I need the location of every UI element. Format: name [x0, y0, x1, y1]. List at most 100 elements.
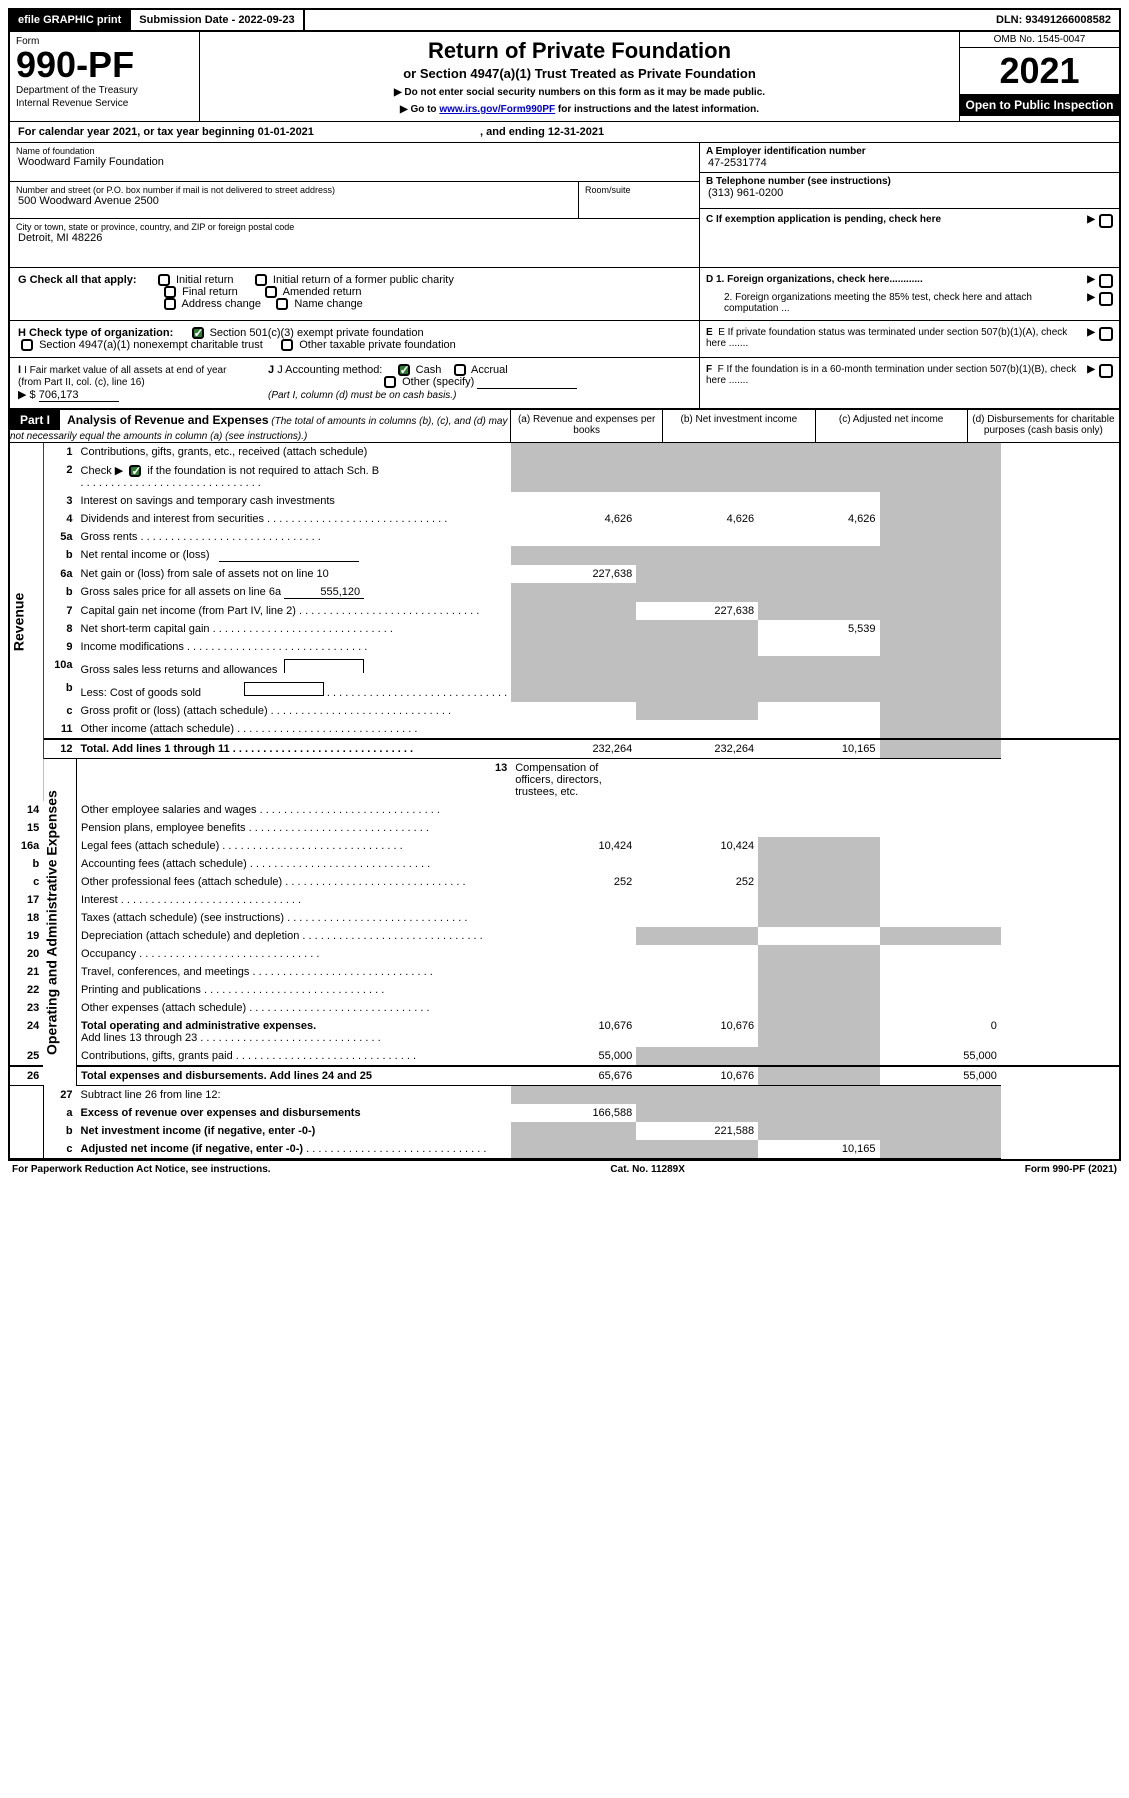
line-10a-desc: Gross sales less returns and allowances — [77, 656, 512, 679]
line-16b-desc: Accounting fees (attach schedule) — [77, 855, 512, 873]
line-1-desc: Contributions, gifts, grants, etc., rece… — [77, 443, 512, 461]
title-box: Return of Private Foundation or Section … — [200, 32, 959, 121]
line-11-desc: Other income (attach schedule) — [77, 720, 512, 739]
g3-checkbox[interactable] — [164, 286, 176, 298]
h3-checkbox[interactable] — [281, 339, 293, 351]
j-accrual-checkbox[interactable] — [454, 364, 466, 376]
form-id-box: Form 990-PF Department of the Treasury I… — [10, 32, 200, 121]
col-c-header: (c) Adjusted net income — [815, 410, 967, 442]
arrow-icon: ▶ — [1087, 327, 1095, 338]
line-27c-desc: Adjusted net income (if negative, enter … — [77, 1140, 512, 1159]
dln: DLN: 93491266008582 — [988, 10, 1119, 30]
l27c-text: Adjusted net income (if negative, enter … — [81, 1143, 303, 1155]
line-20-desc: Occupancy — [77, 945, 512, 963]
l24-bold: Total operating and administrative expen… — [81, 1020, 316, 1032]
room-label: Room/suite — [585, 185, 693, 195]
g1-checkbox[interactable] — [158, 274, 170, 286]
l12a: 232,264 — [511, 739, 636, 759]
city-cell: City or town, state or province, country… — [10, 219, 699, 267]
ssn-warning: ▶ Do not enter social security numbers o… — [220, 87, 939, 98]
g-label: G Check all that apply: — [18, 274, 137, 286]
arrow-icon: ▶ — [1087, 364, 1095, 375]
l26d: 55,000 — [880, 1066, 1001, 1086]
period-begin: For calendar year 2021, or tax year begi… — [18, 126, 314, 138]
top-bar: efile GRAPHIC print Submission Date - 20… — [8, 8, 1121, 32]
g3-text: Final return — [182, 286, 238, 298]
schb-checkbox[interactable] — [129, 465, 141, 477]
ein-cell: A Employer identification number 47-2531… — [700, 143, 1119, 173]
g5-checkbox[interactable] — [164, 298, 176, 310]
l27c-c: 10,165 — [758, 1140, 879, 1159]
i-label: I Fair market value of all assets at end… — [18, 365, 226, 388]
line-16c-desc: Other professional fees (attach schedule… — [77, 873, 512, 891]
line-6b-desc: Gross sales price for all assets on line… — [77, 583, 512, 602]
l6a-a: 227,638 — [511, 565, 636, 583]
part1-header-row: Part I Analysis of Revenue and Expenses … — [10, 409, 1119, 443]
expenses-side-label: Operating and Administrative Expenses — [43, 759, 76, 1086]
g2-text: Initial return of a former public charit… — [273, 274, 454, 286]
line-8-desc: Net short-term capital gain — [77, 620, 512, 638]
col-d-header: (d) Disbursements for charitable purpose… — [967, 410, 1119, 442]
g2-checkbox[interactable] — [255, 274, 267, 286]
f-checkbox[interactable] — [1099, 364, 1113, 378]
col-b-header: (b) Net investment income — [662, 410, 814, 442]
j-other-checkbox[interactable] — [384, 376, 396, 388]
open-to-public: Open to Public Inspection — [960, 94, 1119, 116]
efile-label[interactable]: efile GRAPHIC print — [10, 10, 131, 30]
h2-text: Section 4947(a)(1) nonexempt charitable … — [39, 339, 263, 351]
line-24-desc: Total operating and administrative expen… — [77, 1017, 512, 1047]
l12b: 232,264 — [636, 739, 758, 759]
e-checkbox[interactable] — [1099, 327, 1113, 341]
part1-title: Analysis of Revenue and Expenses — [67, 413, 268, 427]
h1-checkbox[interactable] — [192, 327, 204, 339]
line-18-desc: Taxes (attach schedule) (see instruction… — [77, 909, 512, 927]
note2-post: for instructions and the latest informat… — [555, 104, 759, 115]
l4c: 4,626 — [758, 510, 879, 528]
paperwork-notice: For Paperwork Reduction Act Notice, see … — [12, 1164, 271, 1175]
l7b: 227,638 — [636, 602, 758, 620]
exemption-pending-cell: C If exemption application is pending, c… — [700, 209, 1119, 251]
l12c: 10,165 — [758, 739, 879, 759]
l16a-a: 10,424 — [511, 837, 636, 855]
check-section-h: H Check type of organization: Section 50… — [10, 321, 1119, 358]
street-address: 500 Woodward Avenue 2500 — [16, 195, 572, 207]
form-number: 990-PF — [16, 47, 193, 83]
line-27b-desc: Net investment income (if negative, ente… — [77, 1122, 512, 1140]
l26a: 65,676 — [511, 1066, 636, 1086]
l16c-b: 252 — [636, 873, 758, 891]
line-27-desc: Subtract line 26 from line 12: — [77, 1086, 512, 1105]
catalog-number: Cat. No. 11289X — [610, 1164, 684, 1175]
foundation-name-cell: Name of foundation Woodward Family Found… — [10, 143, 699, 182]
c-checkbox[interactable] — [1099, 214, 1113, 228]
form-frame: Form 990-PF Department of the Treasury I… — [8, 32, 1121, 1161]
g4-checkbox[interactable] — [265, 286, 277, 298]
d2-checkbox[interactable] — [1099, 292, 1113, 306]
l6b-val: 555,120 — [284, 586, 364, 599]
line-22-desc: Printing and publications — [77, 981, 512, 999]
check-section-g: G Check all that apply: Initial return I… — [10, 268, 1119, 321]
l27b-b: 221,588 — [636, 1122, 758, 1140]
l27b-text: Net investment income (if negative, ente… — [81, 1125, 316, 1137]
j-cash-checkbox[interactable] — [398, 364, 410, 376]
d1-checkbox[interactable] — [1099, 274, 1113, 288]
arrow-icon: ▶ — [1087, 274, 1095, 285]
tax-period: For calendar year 2021, or tax year begi… — [10, 122, 1119, 143]
address-row: Number and street (or P.O. box number if… — [10, 182, 699, 219]
l26b: 10,676 — [636, 1066, 758, 1086]
l2-post: if the foundation is not required to att… — [147, 465, 379, 477]
line-14-desc: Other employee salaries and wages — [77, 801, 512, 819]
addr-label: Number and street (or P.O. box number if… — [16, 185, 572, 195]
city-state-zip: Detroit, MI 48226 — [16, 232, 693, 244]
line-16a-desc: Legal fees (attach schedule) — [77, 837, 512, 855]
line-25-desc: Contributions, gifts, grants paid — [77, 1047, 512, 1066]
instructions-link[interactable]: www.irs.gov/Form990PF — [439, 104, 555, 115]
g6-checkbox[interactable] — [276, 298, 288, 310]
col-a-header: (a) Revenue and expenses per books — [510, 410, 662, 442]
form-title: Return of Private Foundation — [220, 38, 939, 64]
line-5a-desc: Gross rents — [77, 528, 512, 546]
l4a: 4,626 — [511, 510, 636, 528]
year-box: OMB No. 1545-0047 2021 Open to Public In… — [959, 32, 1119, 121]
l26-text: Total expenses and disbursements. Add li… — [81, 1070, 372, 1082]
l25d: 55,000 — [880, 1047, 1001, 1066]
h2-checkbox[interactable] — [21, 339, 33, 351]
